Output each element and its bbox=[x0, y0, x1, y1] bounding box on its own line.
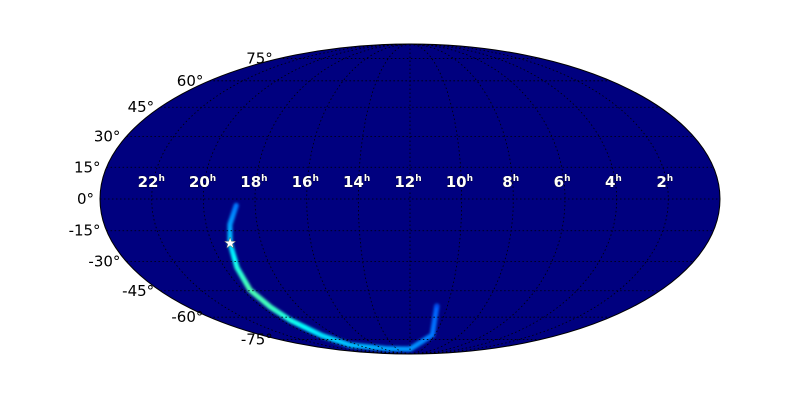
ra-tick-label: 20h bbox=[189, 173, 216, 191]
ra-tick-label: 18h bbox=[240, 173, 267, 191]
ra-grid-line bbox=[306, 44, 411, 354]
dec-tick-label: -75° bbox=[241, 330, 273, 348]
dec-tick-label: -45° bbox=[122, 282, 154, 300]
dec-tick-label: 75° bbox=[246, 50, 273, 68]
dec-tick-label: -30° bbox=[88, 253, 120, 271]
ra-tick-label: 14h bbox=[343, 173, 370, 191]
dec-tick-label: -60° bbox=[171, 308, 203, 326]
ra-grid-line bbox=[409, 44, 618, 354]
heat-cell-core bbox=[435, 304, 439, 308]
ra-grid-line bbox=[254, 44, 411, 354]
ra-tick-label: 10h bbox=[446, 173, 473, 191]
dec-tick-label: 0° bbox=[77, 190, 94, 208]
ra-tick-label: 2h bbox=[656, 173, 673, 191]
sky-boundary bbox=[99, 43, 721, 355]
ra-grid-line bbox=[202, 44, 411, 354]
dec-tick-label: 45° bbox=[128, 98, 155, 116]
ra-grid-line bbox=[409, 44, 669, 354]
ra-tick-label: 8h bbox=[502, 173, 519, 191]
dec-tick-labels: 75° 60° 45° 30° 15° 0° -15° -30°-45° -60° -75° bbox=[69, 50, 273, 349]
dec-tick-label: 60° bbox=[177, 72, 204, 90]
ra-tick-labels: 22h 20h 18h 16h 14h 12h 10h 8h 6h 4h 2h bbox=[137, 173, 673, 192]
dec-tick-label: -15° bbox=[69, 222, 101, 240]
ra-tick-label: 22h bbox=[138, 173, 165, 191]
ra-grid-line bbox=[409, 44, 463, 354]
ra-tick-label: 6h bbox=[554, 173, 571, 191]
ra-tick-label: 12h bbox=[394, 173, 421, 191]
ra-tick-label: 4h bbox=[605, 173, 622, 191]
ra-grid-line bbox=[409, 44, 566, 354]
grid-lines bbox=[100, 44, 720, 354]
star-icon bbox=[223, 236, 237, 249]
ra-tick-label: 16h bbox=[292, 173, 319, 191]
ra-grid-line bbox=[409, 44, 514, 354]
dec-tick-label: 30° bbox=[94, 127, 121, 145]
dec-tick-label: 15° bbox=[74, 158, 101, 176]
ra-grid-line bbox=[357, 44, 411, 354]
ra-grid-line bbox=[151, 44, 411, 354]
source-marker bbox=[223, 236, 237, 249]
sky-background bbox=[100, 44, 720, 354]
